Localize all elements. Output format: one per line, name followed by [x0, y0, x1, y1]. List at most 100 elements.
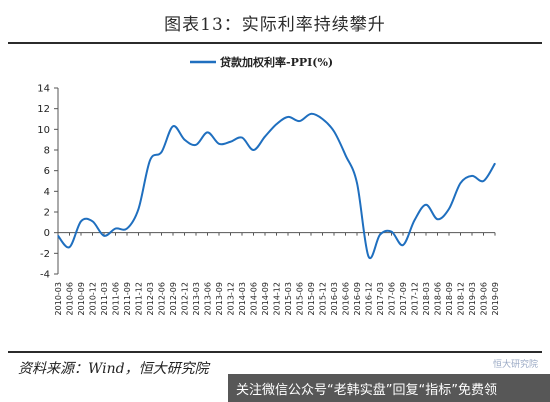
data-point — [459, 182, 462, 184]
x-tick-label: 2015-12 — [319, 282, 328, 315]
data-point — [195, 144, 197, 146]
data-point — [137, 208, 140, 210]
data-point — [275, 123, 278, 125]
x-tick-label: 2019-06 — [480, 282, 489, 315]
x-tick-label: 2019-09 — [491, 282, 500, 315]
x-tick-label: 2010-12 — [89, 282, 98, 315]
y-tick-label: 10 — [37, 125, 50, 136]
data-point — [218, 143, 220, 145]
title-divider — [8, 42, 542, 44]
x-tick-label: 2016-09 — [353, 282, 362, 315]
y-tick-label: 12 — [37, 104, 50, 115]
data-point — [103, 235, 105, 237]
data-point — [149, 159, 151, 161]
x-tick-label: 2017-06 — [388, 282, 397, 315]
series-group — [57, 112, 496, 260]
x-tick-label: 2018-03 — [422, 282, 431, 315]
data-point — [425, 204, 427, 206]
y-tick-label: 14 — [37, 84, 50, 95]
source-divider — [8, 351, 542, 353]
data-point — [333, 130, 335, 132]
data-point — [482, 180, 485, 182]
data-point — [183, 139, 186, 141]
data-point — [298, 120, 301, 122]
x-tick-label: 2013-12 — [227, 282, 236, 315]
x-tick-label: 2011-06 — [112, 282, 121, 315]
x-tick-label: 2012-09 — [169, 282, 178, 315]
data-point — [160, 151, 163, 153]
data-point — [390, 231, 393, 233]
y-axis: -4 -2 0 2 4 6 8 10 12 14 — [37, 84, 59, 281]
data-point — [229, 141, 232, 143]
x-tick-label: 2014-06 — [250, 282, 259, 315]
data-point — [287, 116, 289, 118]
title-bar: 图表13：实际利率持续攀升 — [0, 0, 550, 46]
x-tick-label: 2017-03 — [376, 282, 385, 315]
y-tick-label: 4 — [44, 187, 50, 198]
x-tick-label: 2010-03 — [54, 282, 63, 315]
y-tick-label: -2 — [40, 249, 50, 260]
watermark-small: 恒大研究院 — [492, 360, 538, 370]
y-tick-label: 0 — [44, 228, 50, 239]
data-point — [91, 220, 94, 222]
x-tick-label: 2014-12 — [273, 282, 282, 315]
data-point — [114, 227, 117, 230]
x-tick-label: 2018-06 — [434, 282, 443, 315]
data-point — [356, 182, 358, 184]
x-tick-label: 2014-09 — [261, 282, 270, 315]
data-point — [80, 220, 82, 222]
data-point — [379, 234, 381, 236]
x-tick-label: 2013-06 — [204, 282, 213, 315]
y-tick-label: -4 — [40, 270, 50, 281]
x-tick-label: 2017-09 — [399, 282, 408, 315]
x-tick-label: 2018-12 — [457, 282, 466, 315]
x-tick-label: 2011-03 — [100, 282, 109, 315]
x-tick-label: 2015-06 — [296, 282, 305, 315]
data-point — [413, 219, 416, 221]
x-tick-label: 2011-09 — [123, 282, 132, 315]
x-tick-label: 2019-03 — [468, 282, 477, 315]
x-tick-label: 2017-12 — [411, 282, 420, 315]
x-axis: 2010-03 2010-06 2010-09 2010-12 2011-03 2011-… — [54, 232, 500, 315]
data-point — [241, 137, 243, 139]
x-tick-label: 2012-06 — [158, 282, 167, 315]
x-tick-label: 2016-12 — [365, 282, 374, 315]
x-tick-label: 2013-09 — [215, 282, 224, 315]
data-point — [494, 162, 496, 165]
data-point — [448, 208, 450, 210]
data-point — [57, 235, 59, 237]
data-point — [402, 244, 404, 246]
data-point — [436, 218, 439, 220]
data-point — [126, 227, 128, 230]
data-point — [471, 175, 473, 177]
x-tick-label: 2018-09 — [445, 282, 454, 315]
data-point — [321, 118, 324, 120]
x-tick-label: 2015-03 — [284, 282, 293, 315]
x-tick-label: 2015-09 — [307, 282, 316, 315]
x-tick-label: 2013-03 — [192, 282, 201, 315]
series-line — [57, 112, 496, 260]
watermark-banner: 关注微信公众号“老韩实盘”回复“指标”免费领 — [228, 374, 550, 402]
chart-title: 图表13：实际利率持续攀升 — [164, 15, 386, 35]
y-tick-label: 2 — [44, 208, 50, 219]
source-note: 资料来源：Wind，恒大研究院 — [18, 361, 209, 377]
x-tick-label: 2016-06 — [342, 282, 351, 315]
x-tick-label: 2011-12 — [135, 282, 144, 315]
data-point — [172, 125, 174, 127]
data-point — [367, 255, 370, 258]
x-tick-label: 2012-12 — [181, 282, 190, 315]
data-point — [68, 246, 71, 248]
data-point — [310, 113, 312, 115]
data-point — [252, 149, 255, 151]
x-tick-label: 2010-06 — [66, 282, 75, 315]
data-point — [264, 135, 266, 138]
x-tick-label: 2012-03 — [146, 282, 155, 315]
data-point — [206, 131, 209, 134]
x-tick-label: 2016-03 — [330, 282, 339, 315]
x-tick-label: 2010-09 — [77, 282, 86, 315]
legend-label: 贷款加权利率-PPI(%) — [220, 55, 333, 69]
x-tick-label: 2014-03 — [238, 282, 247, 315]
chart-legend: 贷款加权利率-PPI(%) — [190, 55, 333, 69]
data-point — [344, 154, 347, 156]
